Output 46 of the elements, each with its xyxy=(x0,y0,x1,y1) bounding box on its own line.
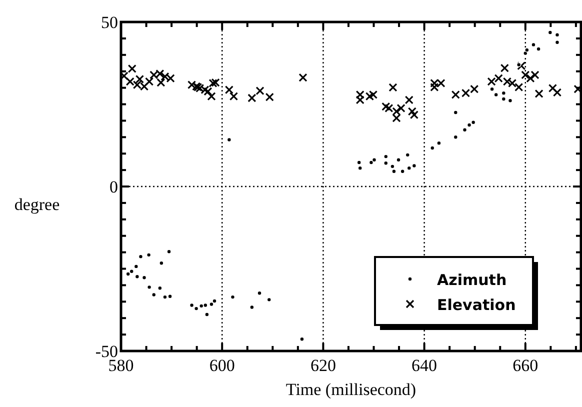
y-tick-label: 0 xyxy=(110,178,118,196)
point xyxy=(548,84,557,92)
legend-label: Elevation xyxy=(437,296,516,314)
point xyxy=(526,74,535,83)
x-tick-label: 620 xyxy=(310,356,336,375)
point xyxy=(388,83,398,92)
point xyxy=(256,86,264,96)
point xyxy=(410,110,418,120)
y-tick-label: 50 xyxy=(101,13,118,32)
point xyxy=(211,78,220,87)
point xyxy=(514,82,524,92)
point xyxy=(356,160,362,165)
point xyxy=(382,102,390,111)
x-tick-label: 640 xyxy=(412,356,438,375)
point xyxy=(156,78,166,87)
point xyxy=(404,96,414,104)
point xyxy=(534,89,544,98)
point xyxy=(552,88,562,97)
point xyxy=(298,73,308,82)
point xyxy=(248,94,256,102)
point xyxy=(356,96,364,104)
point xyxy=(408,107,416,116)
point xyxy=(396,104,406,112)
point xyxy=(392,114,401,122)
point xyxy=(162,294,168,300)
point xyxy=(500,64,509,72)
point xyxy=(212,298,217,304)
legend-label: Azimuth xyxy=(437,271,507,289)
x-tick-label: 660 xyxy=(512,356,538,375)
point xyxy=(207,92,216,101)
point xyxy=(128,64,136,74)
x-axis-title: Time (millisecond) xyxy=(286,380,416,399)
point xyxy=(265,92,274,102)
point xyxy=(208,78,218,88)
point xyxy=(524,48,530,52)
point xyxy=(536,46,541,52)
point xyxy=(229,92,238,101)
y-axis-title: degree xyxy=(14,195,60,214)
point xyxy=(368,90,378,100)
x-tick-label: 600 xyxy=(209,356,235,375)
point xyxy=(126,272,130,276)
point xyxy=(517,61,526,70)
point xyxy=(204,312,210,317)
point xyxy=(224,85,234,94)
point xyxy=(470,84,479,94)
point xyxy=(430,82,439,92)
